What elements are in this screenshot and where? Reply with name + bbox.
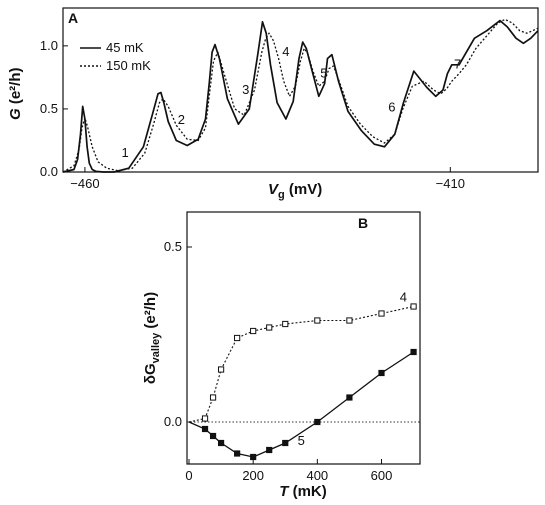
panel-a-y-axis-label: G (e²/h) [7, 67, 24, 120]
series-label-5: 5 [298, 433, 305, 448]
panel-b-series [188, 303, 417, 461]
series-5-marker [266, 446, 273, 454]
panel-a-x-tick-label: −460 [70, 176, 99, 191]
series-4-line [188, 305, 414, 423]
series-5-marker [282, 439, 289, 447]
series-4-marker [201, 415, 209, 422]
panel-b-x-axis-label: T (mK) [279, 483, 327, 500]
series-5-marker [209, 432, 217, 440]
series-4-marker [217, 366, 225, 373]
panel-a-x-axis-label: Vg (mV) [268, 181, 322, 201]
panel-a: A 0.0 0.5 1.0 −460 −410 1 2 3 4 5 6 7 45 mK 150 m… [7, 7, 539, 201]
series-5-marker [314, 418, 321, 426]
series-5-marker [217, 439, 225, 447]
panel-b-y-tick-label: 0.0 [164, 414, 182, 429]
panel-b-x-tick-label: 0 [185, 468, 192, 483]
peak-label-2: 2 [178, 112, 185, 127]
panel-a-series [62, 18, 539, 173]
series-45mk-line [62, 19, 539, 173]
panel-b-y-axis-label: δGvalley (e²/h) [142, 292, 162, 384]
series-4-marker [234, 334, 241, 342]
series-5-marker [250, 453, 257, 461]
panel-b-y-tick-label: 0.5 [164, 239, 182, 254]
panel-a-peak-labels: 1 2 3 4 5 6 7 [121, 44, 461, 160]
panel-b-label: B [358, 215, 368, 231]
peak-label-4: 4 [282, 44, 289, 59]
panel-b-y-ticks: 0.0 0.5 [164, 239, 192, 429]
peak-label-5: 5 [320, 65, 327, 80]
legend-45mk-label: 45 mK [106, 40, 144, 55]
panel-b-x-tick-label: 600 [371, 468, 393, 483]
peak-label-6: 6 [388, 99, 395, 114]
series-5-marker [346, 394, 353, 401]
series-label-4: 4 [400, 289, 407, 304]
panel-a-frame [62, 7, 539, 173]
peak-label-7: 7 [454, 57, 461, 72]
panel-a-label: A [68, 10, 78, 26]
series-5-marker [378, 369, 385, 377]
series-4-marker [378, 310, 385, 317]
panel-b-x-tick-label: 400 [306, 468, 328, 483]
panel-b-frame [186, 211, 421, 465]
series-5-marker [201, 425, 209, 433]
series-4-marker [250, 327, 257, 335]
series-4-marker [209, 394, 217, 401]
panel-a-y-tick-label: 1.0 [40, 38, 58, 53]
panel-b-x-tick-label: 200 [242, 468, 264, 483]
panel-a-y-ticks: 0.0 0.5 1.0 [40, 38, 68, 179]
series-4-marker [314, 317, 321, 324]
panel-a-x-tick-label: −410 [436, 176, 465, 191]
series-4-marker [266, 324, 273, 331]
series-5-marker [234, 450, 241, 457]
panel-a-y-tick-label: 0.5 [40, 101, 58, 116]
series-5-marker [410, 348, 417, 356]
panel-a-y-tick-label: 0.0 [40, 164, 58, 179]
panel-a-x-ticks: −460 −410 [70, 167, 465, 191]
series-150mk-line [62, 18, 539, 173]
panel-a-legend: 45 mK 150 mK [80, 40, 151, 73]
peak-label-3: 3 [242, 82, 249, 97]
series-4-marker [282, 320, 289, 328]
panel-b-x-ticks: 0 200 400 600 [185, 459, 392, 483]
panel-b-series-labels: 45 [298, 289, 407, 448]
peak-label-1: 1 [121, 145, 128, 160]
panel-b: B 0.00.5 0 200 400 600 45 δGvalley (e²/h) T… [142, 211, 421, 500]
series-4-marker [346, 317, 353, 324]
series-4-marker [410, 303, 417, 310]
legend-150mk-label: 150 mK [106, 58, 151, 73]
